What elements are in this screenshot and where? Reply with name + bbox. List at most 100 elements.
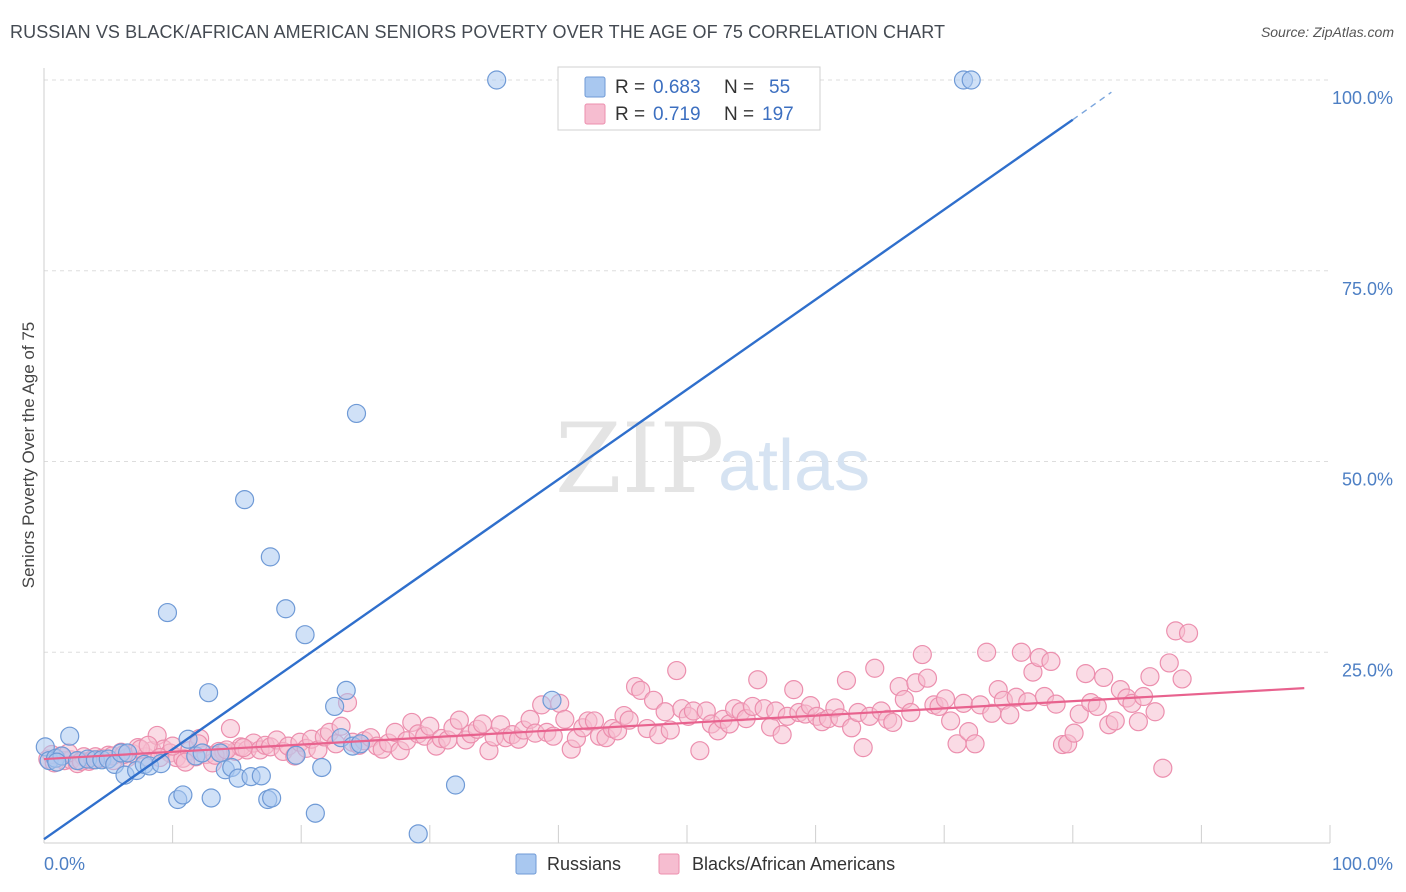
point-blacks [1000,705,1020,725]
gridlines [44,79,1330,653]
y-axis-label: Seniors Poverty Over the Age of 75 [19,322,38,588]
point-blacks [865,658,885,678]
chart-title: RUSSIAN VS BLACK/AFRICAN AMERICAN SENIOR… [10,22,946,42]
legend-n-value-blacks: 197 [762,104,794,125]
point-russians [487,70,507,90]
point-russians [60,726,80,746]
point-russians [192,743,212,763]
watermark-atlas: atlas [718,426,870,506]
point-blacks [1105,711,1125,731]
point-blacks [836,670,857,691]
point-blacks [912,644,932,665]
point-blacks [748,670,768,690]
point-blacks [1145,702,1165,722]
trendline-russians [43,118,1074,841]
point-blacks [631,680,651,701]
legend-swatch-russians [584,76,606,98]
point-blacks [449,710,469,730]
point-blacks [977,642,997,662]
point-russians [408,824,428,844]
bottom-legend-blacks: Blacks/African Americans [692,854,895,874]
point-blacks [619,710,639,730]
point-russians [210,743,230,763]
watermark: ZIP atlas [555,403,870,515]
point-blacks [1011,642,1031,662]
series-russians-points [35,70,981,844]
point-blacks [965,734,985,754]
point-blacks [941,711,961,731]
point-blacks [1140,667,1160,687]
x-tick-label-max: 100.0% [1332,854,1393,874]
point-russians [350,734,370,754]
point-russians [251,766,271,786]
legend-r-value-russians: 0.683 [653,77,701,98]
point-blacks [643,690,664,710]
legend-n-value-russians: 55 [769,77,790,98]
trend-lines [43,91,1305,841]
point-blacks [935,689,956,709]
point-blacks [220,718,241,739]
point-russians [286,745,306,765]
trendline-blacks [43,687,1305,761]
legend-n-label-russians: N = [724,77,754,98]
y-tick-label: 50.0% [1342,470,1393,490]
point-russians [346,403,367,424]
point-blacks [1087,696,1107,717]
series-legend: Russians Blacks/African Americans [515,853,895,875]
point-blacks [1178,623,1199,643]
axes [43,68,1331,844]
trendline-russians-extension [1072,91,1112,121]
legend-swatch-blacks [584,103,606,125]
point-blacks [772,725,792,745]
point-blacks [1046,694,1066,714]
point-blacks [690,741,710,761]
point-russians [276,599,296,619]
point-russians [325,696,345,717]
point-blacks [883,712,903,733]
point-russians [961,70,981,90]
point-russians [157,602,178,623]
point-blacks [1064,723,1084,743]
point-blacks [1153,758,1173,778]
point-blacks [1172,669,1192,689]
point-blacks [1128,712,1148,732]
point-blacks [138,735,158,755]
point-russians [47,752,67,772]
point-russians [262,788,282,808]
point-blacks [655,702,675,722]
point-russians [260,547,280,567]
y-tick-label: 100.0% [1332,88,1393,108]
point-russians [305,803,325,823]
y-tick-label: 75.0% [1342,279,1393,299]
point-blacks [901,702,921,723]
point-blacks [555,709,575,729]
point-blacks [1041,651,1061,672]
point-russians [199,683,219,703]
point-blacks [420,716,440,736]
bottom-legend-swatch-russians [515,853,537,875]
point-russians [295,625,315,645]
source-credit: Source: ZipAtlas.com [1260,24,1394,40]
point-russians [201,788,221,808]
point-blacks [1018,692,1038,712]
y-tick-labels: 25.0% 50.0% 75.0% 100.0% [1332,88,1393,680]
watermark-zip: ZIP [555,403,724,515]
point-blacks [917,668,938,688]
legend-r-label-russians: R = [615,77,645,98]
point-blacks [1076,664,1096,684]
correlation-legend: R = 0.683 N = 55 R = 0.719 N = 197 [557,66,821,131]
bottom-legend-russians: Russians [547,854,621,874]
point-blacks [1159,653,1179,673]
point-russians [445,775,466,795]
point-blacks [1094,667,1114,688]
point-russians [312,757,332,778]
point-blacks [784,680,804,700]
legend-r-label-blacks: R = [615,104,645,125]
point-russians [235,490,255,510]
point-blacks [667,660,687,681]
legend-n-label-blacks: N = [724,104,754,125]
point-russians [173,785,193,805]
bottom-legend-swatch-blacks [658,853,680,875]
point-russians [336,680,356,701]
